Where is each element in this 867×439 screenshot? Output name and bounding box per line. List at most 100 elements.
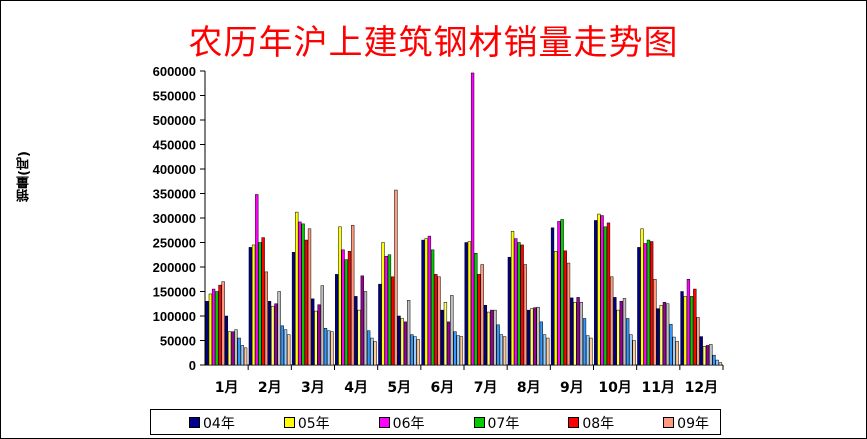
x-tick-label: 5月 [387,380,411,396]
bar [367,330,371,366]
bar [443,302,448,366]
bar [291,252,296,366]
bar [251,244,256,366]
bar [317,304,321,366]
bar [600,215,604,366]
bar [557,221,561,366]
bar [208,293,213,366]
bar [619,301,623,366]
x-tick-label: 11月 [642,380,675,396]
legend-swatch [378,417,390,428]
bar [563,250,567,366]
bar [258,242,262,366]
bar [267,301,272,366]
legend-label: 07年 [487,416,520,432]
y-tick-label: 0 [189,358,196,373]
bar [421,239,425,366]
legend-label: 09年 [677,416,709,432]
legend-label: 05年 [297,416,330,432]
bar [560,219,564,366]
bar [659,304,663,366]
bar [467,241,472,366]
x-tick-label: 10月 [598,380,631,396]
bar [597,213,601,366]
bar [261,237,265,366]
bar [629,334,633,366]
x-tick-label: 2月 [258,380,282,396]
x-tick-label: 6月 [431,380,455,396]
y-tick-label: 50000 [160,334,196,349]
bar [341,249,345,366]
bar [662,302,667,366]
y-tick-label: 150000 [153,285,196,300]
bar [237,337,241,366]
bar [616,309,620,366]
bar [440,309,444,366]
bar [406,300,411,366]
bar [304,239,308,366]
bar [626,318,630,366]
bar [546,337,550,366]
bar [450,295,454,366]
bar [637,247,641,366]
bar [453,331,457,366]
bar [287,334,291,366]
bar [520,244,524,366]
bar [424,238,428,366]
bar [221,281,225,366]
bar [470,72,475,366]
bar [570,297,574,366]
bar [474,253,478,366]
bar [486,311,491,366]
bar [354,296,358,366]
bar [502,336,507,366]
bar [373,341,377,366]
x-tick-label: 1月 [215,380,239,396]
bar [231,331,235,366]
bar [573,302,577,366]
y-tick-label: 300000 [153,211,196,226]
bar [427,235,432,366]
bar [526,309,531,366]
bar [576,297,580,366]
bar [255,194,259,366]
bar [323,328,328,366]
bar [283,329,288,366]
bar [264,271,269,366]
bar [370,337,374,366]
bar [243,347,248,366]
legend-item: 07年 [473,413,520,433]
bar [613,297,617,366]
bar [335,274,339,366]
y-tick-label: 100000 [153,309,196,324]
x-tick-label: 3月 [301,380,325,396]
bar [437,276,441,366]
legend-swatch [189,417,200,428]
bar [718,362,723,366]
bar [709,344,713,366]
bar [311,298,315,366]
bar [314,310,318,366]
bar [403,321,408,366]
bar [351,225,355,366]
bar [696,317,700,366]
bar [702,346,707,366]
bar [523,264,528,366]
bar [610,276,614,366]
bar [496,324,500,366]
bar [205,301,209,366]
y-tick-label: 400000 [153,162,196,177]
bar [327,330,331,366]
bar [683,296,687,366]
bar [594,220,598,366]
bar [606,222,611,366]
bar [224,315,229,366]
legend-swatch [473,417,485,428]
y-tick-label: 350000 [153,187,196,202]
bar [295,211,299,366]
bar [550,227,555,366]
bar [499,334,504,366]
bar [554,251,558,366]
bar [434,274,438,366]
